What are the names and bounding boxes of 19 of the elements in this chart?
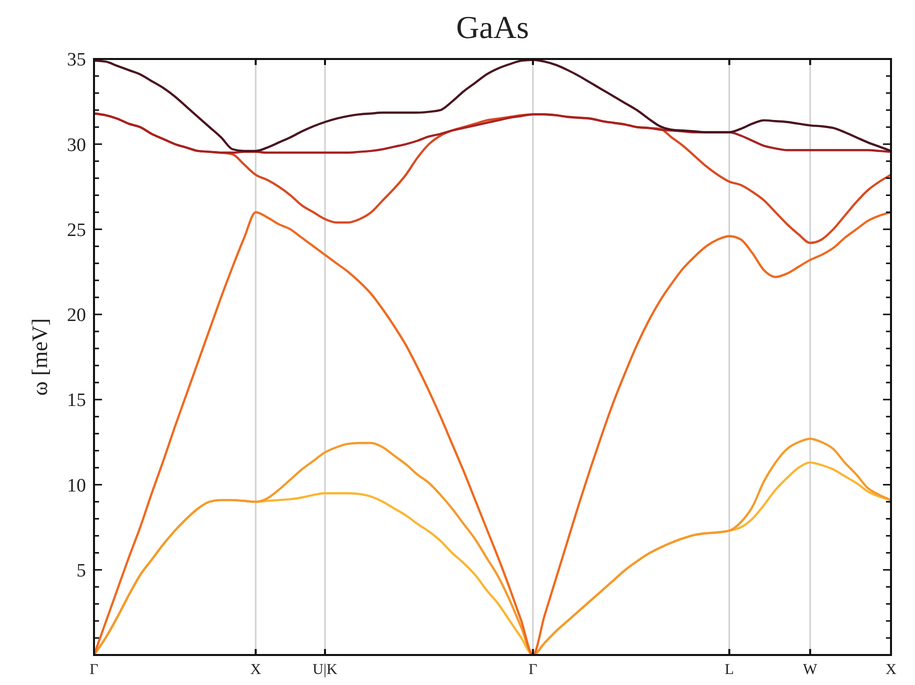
- y-tick-label: 35: [67, 50, 86, 71]
- y-tick-label: 25: [67, 220, 86, 241]
- chart-title: GaAs: [456, 9, 529, 45]
- x-tick-label: Γ: [90, 662, 99, 678]
- y-axis-title: ω [meV]: [27, 318, 52, 396]
- x-tick-label: Γ: [528, 662, 538, 678]
- y-tick-label: 20: [67, 305, 86, 326]
- y-tick-label: 30: [67, 134, 86, 156]
- y-tick-label: 5: [76, 560, 86, 582]
- x-tick-label: L: [724, 662, 734, 678]
- x-tick-label: X: [886, 662, 897, 678]
- line-series: [92, 112, 892, 154]
- x-tick-label: U|K: [312, 662, 338, 678]
- x-tick-label: W: [803, 662, 818, 678]
- line-series: [92, 58, 892, 152]
- y-tick-label: 15: [67, 390, 86, 412]
- x-tick-label: X: [250, 662, 262, 678]
- y-tick-label: 10: [67, 475, 86, 496]
- line-series: [92, 211, 892, 656]
